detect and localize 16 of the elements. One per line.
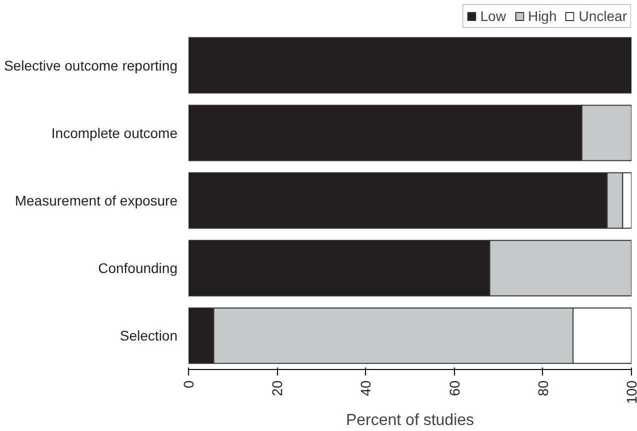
legend-label: Unclear [578,8,627,24]
y-tick-label: Measurement of exposure [14,192,178,209]
x-tick-label: 80 [534,380,551,396]
x-tick-label: 0 [180,380,196,388]
y-tick-label: Selection [120,328,178,344]
x-tick-label: 40 [358,380,374,396]
y-tick-label: Incomplete outcome [51,124,178,141]
bar [188,37,632,94]
legend-label: High [528,8,557,24]
x-tick-label: 60 [446,380,462,396]
legend-label: Low [480,8,506,24]
y-tick-label: Selective outcome reporting [4,57,178,74]
x-tick-label: 100 [624,380,637,404]
y-tick-label: Confounding [98,260,178,276]
x-axis-title: Percent of studies [346,412,474,429]
x-tick-label: 20 [269,380,286,396]
